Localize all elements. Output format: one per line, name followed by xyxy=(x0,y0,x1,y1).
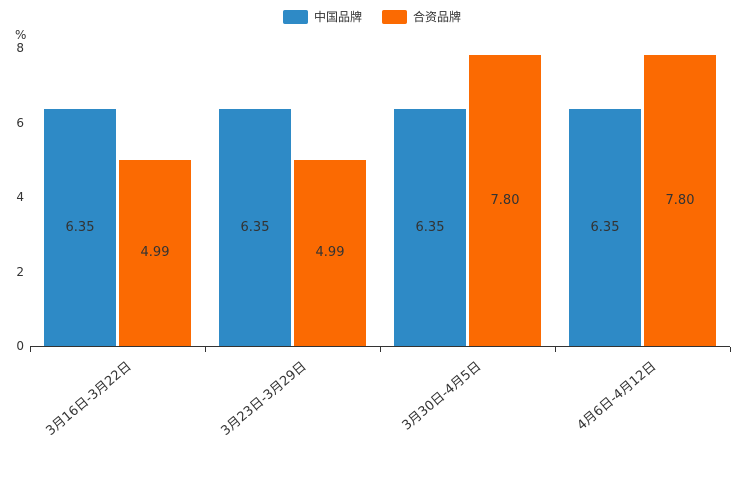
bar-joint-venture-brand xyxy=(119,160,191,346)
bar-joint-venture-brand xyxy=(469,55,541,346)
legend-item-china-brand[interactable]: 中国品牌 xyxy=(282,8,362,25)
x-axis-category-label: 3月16日-3月22日 xyxy=(43,359,135,439)
y-axis-tick-label: 0 xyxy=(16,339,24,353)
x-axis-tick-mark xyxy=(30,347,31,352)
bar-china-brand xyxy=(569,109,641,346)
x-axis-tick-mark xyxy=(730,347,731,352)
bar-value-label: 7.80 xyxy=(490,192,520,208)
bar-joint-venture-brand xyxy=(294,160,366,346)
legend-label-joint-venture-brand: 合资品牌 xyxy=(413,10,462,24)
y-axis-tick-label: 8 xyxy=(16,41,24,55)
bar-joint-venture-brand xyxy=(644,55,716,346)
bar-value-label: 4.99 xyxy=(140,245,170,261)
legend-item-joint-venture-brand[interactable]: 合资品牌 xyxy=(382,8,461,25)
bar-china-brand xyxy=(219,109,291,346)
bar-china-brand xyxy=(394,109,466,346)
bar-value-label: 4.99 xyxy=(315,245,345,261)
x-axis-category-label: 3月30日-4月5日 xyxy=(399,359,485,434)
x-axis-category-label: 4月6日-4月12日 xyxy=(574,359,660,434)
bar-value-label: 6.35 xyxy=(65,219,95,235)
x-axis-tick-mark xyxy=(380,347,381,352)
legend-swatch-china-brand xyxy=(282,9,308,24)
y-axis-tick-label: 4 xyxy=(16,190,24,204)
y-axis-tick-label: 2 xyxy=(16,264,24,279)
legend: 中国品牌 合资品牌 xyxy=(0,8,744,25)
x-axis-line xyxy=(30,346,730,347)
y-axis-tick-label: 6 xyxy=(16,115,24,130)
bar-value-label: 6.35 xyxy=(240,219,270,235)
y-axis-unit-label: % xyxy=(15,28,27,42)
x-axis-category-label: 3月23日-3月29日 xyxy=(218,359,310,439)
x-axis-tick-mark xyxy=(205,347,206,352)
x-axis-tick-mark xyxy=(555,347,556,352)
legend-label-china-brand: 中国品牌 xyxy=(313,10,362,24)
bar-china-brand xyxy=(44,109,116,346)
bar-value-label: 7.80 xyxy=(665,192,695,208)
bar-value-label: 6.35 xyxy=(415,219,445,235)
bar-value-label: 6.35 xyxy=(590,219,620,235)
legend-swatch-joint-venture-brand xyxy=(382,9,407,24)
